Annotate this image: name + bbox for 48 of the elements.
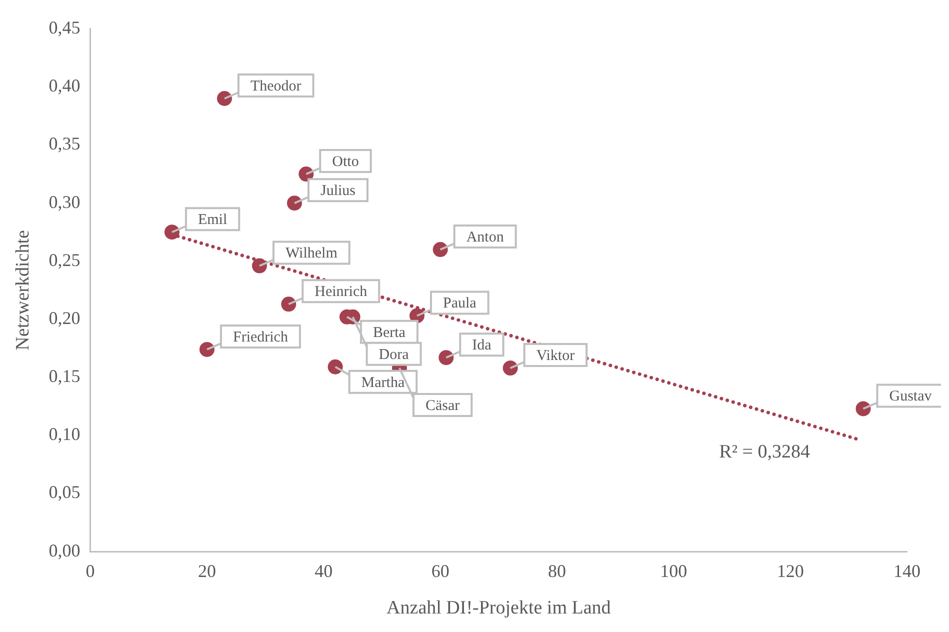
data-label: Wilhelm [285,246,338,262]
data-label: Ida [472,338,492,354]
x-tick-label: 20 [198,561,216,582]
data-label: Viktor [536,348,575,364]
data-label: Berta [372,324,406,341]
data-label: Julius [320,183,356,200]
point [502,360,518,376]
x-tick-label: 120 [776,561,804,582]
data-label: Paula [442,296,477,312]
y-tick-label: 0,10 [48,424,80,444]
data-label: Otto [332,154,359,170]
point [252,258,267,274]
x-tick-label: 0 [86,561,95,582]
y-tick-label: 0,30 [48,192,80,212]
y-tick-label: 0,05 [48,482,80,502]
y-tick-label: 0,15 [48,366,80,386]
y-axis-title: Netzwerkdichte [12,230,34,350]
point [432,242,448,258]
x-tick-label: 140 [894,561,920,582]
point [328,359,343,374]
y-tick-label: 0,00 [48,540,80,560]
y-tick-label: 0,25 [48,250,80,270]
y-tick-label: 0,45 [48,18,80,38]
y-tick-label: 0,20 [48,308,80,328]
annotation: R² = 0,3284 [719,441,810,462]
data-label: Dora [378,346,410,363]
x-tick-label: 40 [314,561,333,582]
y-tick-label: 0,40 [48,76,80,96]
data-label: Gustav [889,388,932,405]
point [856,401,871,416]
x-tick-label: 60 [431,561,450,582]
point [216,91,232,106]
data-label: Friedrich [232,329,288,346]
x-axis-title: Anzahl DI!-Projekte im Land [386,598,612,619]
data-label: Heinrich [314,284,368,300]
x-tick-label: 100 [660,561,688,582]
data-label: Anton [466,229,504,246]
x-tick-label: 80 [548,561,566,582]
point [438,350,454,366]
point [164,224,180,240]
y-tick-label: 0,35 [48,134,80,154]
point [286,196,302,211]
data-label: Martha [361,374,405,391]
data-label: Cäsar [425,398,460,414]
data-label: Emil [198,212,228,228]
data-label: Theodor [250,78,302,94]
point [281,296,296,312]
point [199,342,214,357]
